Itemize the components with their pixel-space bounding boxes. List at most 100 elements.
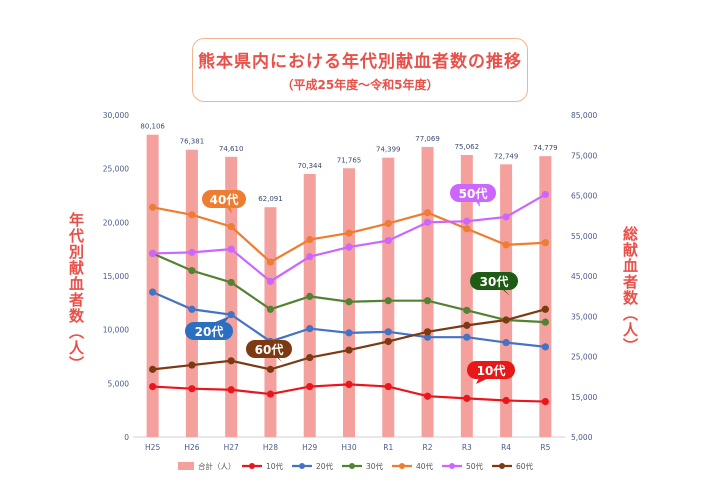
category-label: H28: [263, 443, 278, 452]
total-bar-label: 80,106: [140, 123, 165, 131]
series-point-30代: [423, 297, 432, 305]
series-point-30代: [541, 318, 549, 326]
series-point-20代: [384, 328, 392, 336]
left-axis-title: 年代別献血者数（人）: [67, 212, 85, 372]
right-tick-label: 25,000: [571, 353, 597, 362]
right-tick-label: 15,000: [571, 393, 597, 402]
total-bar-label: 74,399: [376, 146, 401, 154]
series-point-20代: [463, 333, 471, 341]
right-tick-label: 45,000: [571, 272, 597, 281]
series-point-10代: [227, 386, 235, 394]
series-point-40代: [149, 203, 157, 211]
series-point-40代: [423, 209, 432, 217]
series-point-20代: [502, 338, 510, 347]
series-point-60代: [502, 316, 510, 324]
series-point-40代: [463, 225, 471, 233]
legend-label: 40代: [416, 461, 434, 471]
series-point-60代: [149, 365, 157, 373]
series-point-10代: [541, 397, 549, 406]
category-label: R3: [462, 443, 472, 452]
total-bar-label: 76,381: [180, 138, 205, 146]
total-bar-label: 74,779: [533, 144, 558, 152]
left-tick-label: 15,000: [103, 272, 129, 281]
left-tick-label: 30,000: [103, 111, 129, 120]
total-bar-label: 71,765: [337, 156, 362, 164]
legend-swatch-dot: [349, 463, 355, 469]
category-label: H27: [224, 443, 239, 452]
series-point-30代: [306, 292, 314, 300]
series-point-30代: [266, 305, 275, 313]
series-point-10代: [266, 390, 275, 398]
series-point-60代: [384, 337, 392, 346]
left-tick-label: 25,000: [103, 165, 129, 174]
total-bar-label: 70,344: [297, 162, 322, 170]
category-label: H25: [145, 443, 160, 452]
series-point-60代: [188, 361, 196, 369]
legend-swatch-dot: [399, 463, 405, 469]
chart-title: 熊本県内における年代別献血者数の推移: [198, 52, 522, 72]
left-tick-label: 0: [124, 433, 129, 442]
title-box: 熊本県内における年代別献血者数の推移 （平成25年度～令和5年度）: [192, 38, 528, 102]
series-point-10代: [188, 385, 196, 393]
legend-label: 60代: [516, 461, 534, 471]
series-point-10代: [502, 396, 510, 405]
left-tick-label: 20,000: [103, 218, 129, 227]
callout-label: 20代: [195, 324, 224, 339]
total-bar-label: 74,610: [219, 145, 244, 153]
legend-swatch-dot: [249, 463, 255, 469]
chart-subtitle: （平成25年度～令和5年度）: [281, 78, 439, 92]
total-bar: [146, 134, 159, 437]
category-label: R5: [540, 443, 550, 452]
series-point-50代: [541, 190, 549, 199]
series-point-20代: [541, 343, 549, 351]
series-point-20代: [306, 324, 314, 333]
series-point-40代: [306, 235, 314, 244]
callout-bubble: [467, 361, 515, 379]
series-point-50代: [345, 243, 353, 251]
legend-swatch-dot: [299, 463, 305, 469]
category-label: R2: [423, 443, 433, 452]
series-point-40代: [345, 229, 353, 237]
series-point-50代: [463, 217, 471, 225]
series-point-50代: [266, 277, 275, 285]
right-tick-label: 75,000: [571, 151, 597, 160]
series-point-30代: [188, 267, 196, 275]
callout-bubble: [470, 272, 518, 290]
series-point-40代: [188, 211, 196, 219]
series-point-50代: [188, 248, 196, 256]
legend-swatch-dot: [449, 463, 455, 469]
callout-label: 10代: [477, 363, 506, 378]
right-tick-label: 65,000: [571, 192, 597, 201]
total-bar: [539, 156, 552, 437]
right-tick-label: 5,000: [571, 433, 593, 442]
series-point-10代: [149, 382, 157, 391]
series-point-60代: [345, 346, 353, 354]
total-bar: [421, 146, 434, 437]
category-label: R4: [501, 443, 511, 452]
series-point-10代: [345, 380, 353, 389]
total-bar-label: 75,062: [455, 143, 480, 151]
legend-swatch-bar: [178, 462, 194, 470]
callout-bubble: [202, 190, 246, 208]
callout-bubble: [246, 340, 292, 358]
series-point-20代: [149, 288, 157, 296]
right-tick-label: 55,000: [571, 232, 597, 241]
total-bar: [500, 164, 513, 437]
callout-label: 40代: [210, 192, 239, 207]
legend-label: 10代: [266, 461, 284, 471]
series-point-40代: [541, 239, 549, 247]
series-point-10代: [306, 382, 314, 391]
series-point-40代: [384, 219, 392, 228]
category-label: H30: [341, 443, 356, 452]
left-tick-label: 10,000: [103, 326, 129, 335]
series-point-60代: [541, 305, 549, 313]
series-point-30代: [345, 298, 353, 306]
total-bar: [264, 207, 277, 437]
series-point-20代: [188, 305, 196, 313]
series-point-30代: [384, 297, 392, 305]
legend-label: 20代: [316, 461, 334, 471]
total-bar-label: 62,091: [258, 195, 283, 203]
category-label: H29: [302, 443, 317, 452]
